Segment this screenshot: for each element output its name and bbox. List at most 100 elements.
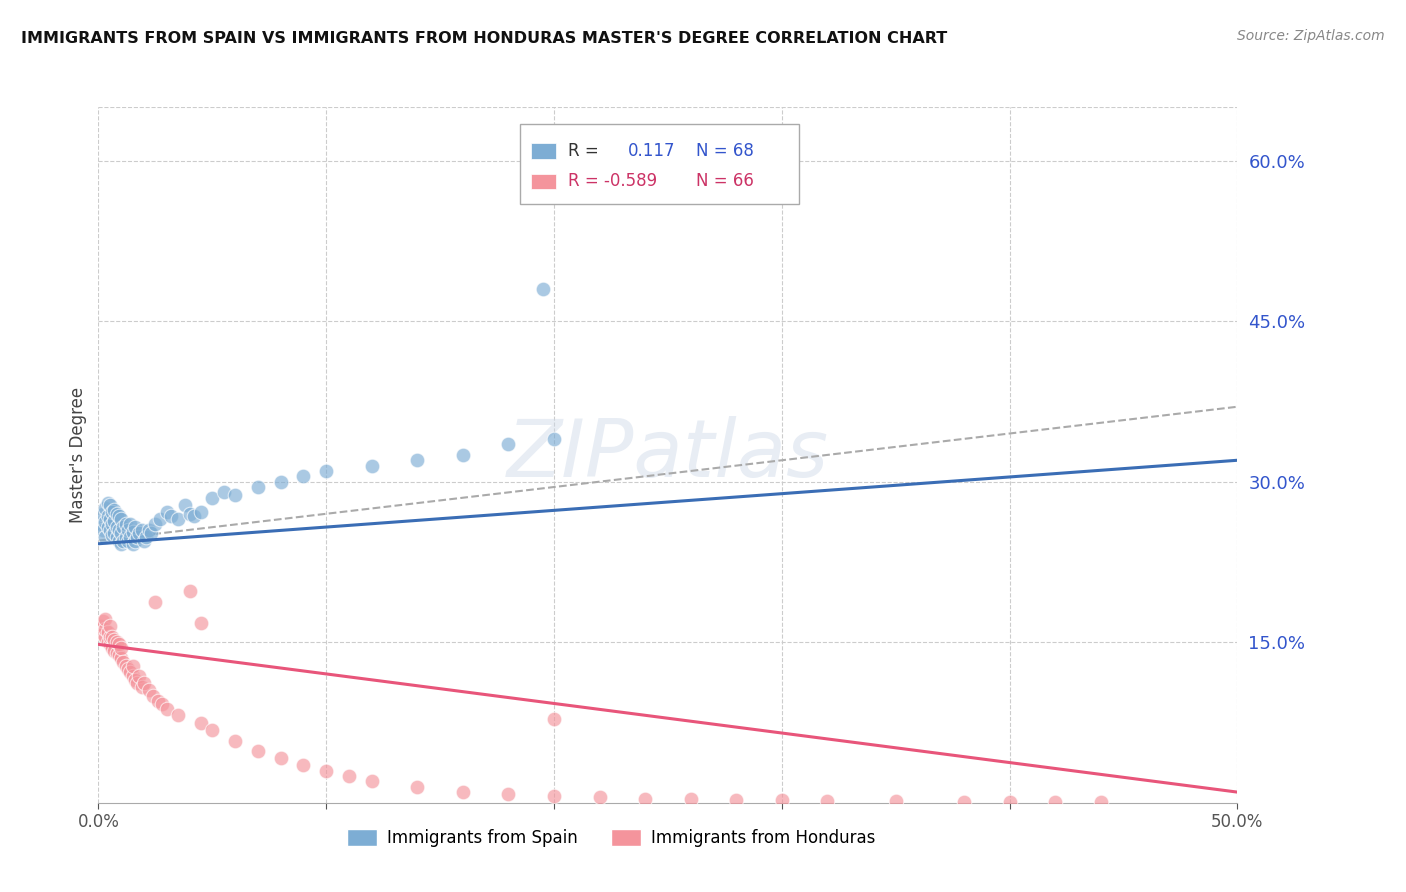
Point [94, 623, 117, 637]
Point [96, 508, 118, 523]
Point [101, 517, 124, 532]
Point [1090, 795, 1112, 809]
Point [117, 662, 139, 676]
Point [112, 519, 135, 533]
Point [953, 795, 976, 809]
Text: IMMIGRANTS FROM SPAIN VS IMMIGRANTS FROM HONDURAS MASTER'S DEGREE CORRELATION CH: IMMIGRANTS FROM SPAIN VS IMMIGRANTS FROM… [21, 31, 948, 46]
Point [167, 708, 190, 723]
Point [117, 533, 139, 548]
Point [406, 453, 429, 467]
Point [127, 676, 149, 690]
Point [725, 792, 748, 806]
Point [167, 512, 190, 526]
Point [94, 612, 117, 626]
Point [101, 505, 124, 519]
Text: N = 68: N = 68 [696, 142, 754, 160]
Point [498, 437, 520, 451]
Point [246, 480, 269, 494]
Point [224, 487, 246, 501]
Point [132, 676, 155, 690]
Point [145, 594, 167, 608]
Point [94, 630, 117, 644]
Text: R = -0.589: R = -0.589 [568, 172, 657, 191]
Point [98, 619, 121, 633]
Point [117, 523, 139, 537]
Point [127, 530, 149, 544]
Point [101, 630, 124, 644]
Point [112, 533, 135, 548]
Point [360, 458, 382, 473]
Point [138, 683, 160, 698]
Point [212, 485, 235, 500]
Point [406, 780, 429, 794]
Point [679, 791, 702, 805]
Point [190, 615, 212, 630]
Point [101, 640, 124, 655]
Point [98, 630, 121, 644]
Point [135, 530, 157, 544]
Point [160, 508, 183, 523]
Point [110, 512, 132, 526]
Point [98, 523, 121, 537]
Point [138, 523, 160, 537]
FancyBboxPatch shape [531, 144, 557, 159]
Point [190, 505, 212, 519]
Point [292, 758, 315, 772]
Point [179, 507, 201, 521]
Point [103, 502, 125, 516]
Point [451, 785, 474, 799]
Point [145, 517, 167, 532]
Point [110, 526, 132, 541]
Point [108, 523, 131, 537]
Text: 0.117: 0.117 [628, 142, 675, 160]
Point [91, 614, 114, 628]
Point [105, 519, 128, 533]
Point [224, 733, 246, 747]
Point [337, 769, 360, 783]
Point [124, 533, 146, 548]
Point [360, 774, 382, 789]
Point [121, 669, 143, 683]
Point [98, 637, 121, 651]
Text: ZIPatlas: ZIPatlas [506, 416, 830, 494]
Point [110, 651, 132, 665]
Point [90, 517, 112, 532]
Point [498, 787, 520, 801]
Point [101, 528, 124, 542]
Point [108, 533, 131, 548]
Point [884, 794, 907, 808]
Point [120, 665, 142, 680]
Point [124, 519, 146, 533]
Point [96, 635, 118, 649]
Point [94, 516, 117, 530]
Point [110, 537, 132, 551]
Point [179, 583, 201, 598]
Point [103, 514, 125, 528]
Point [543, 432, 565, 446]
Point [815, 794, 838, 808]
Point [94, 501, 117, 516]
Point [114, 530, 136, 544]
Point [103, 633, 125, 648]
Point [531, 282, 554, 296]
Point [94, 530, 117, 544]
Point [1043, 795, 1066, 809]
Point [108, 648, 131, 662]
Point [108, 508, 131, 523]
Point [451, 448, 474, 462]
Point [128, 526, 150, 541]
Point [114, 658, 136, 673]
Point [120, 517, 142, 532]
Point [98, 512, 121, 526]
Point [103, 526, 125, 541]
Point [96, 496, 118, 510]
Text: R =: R = [568, 142, 599, 160]
Point [131, 680, 153, 694]
Point [120, 530, 142, 544]
Point [108, 637, 131, 651]
Point [156, 701, 179, 715]
Point [201, 491, 224, 505]
Point [131, 523, 153, 537]
Point [292, 469, 315, 483]
Point [105, 530, 128, 544]
